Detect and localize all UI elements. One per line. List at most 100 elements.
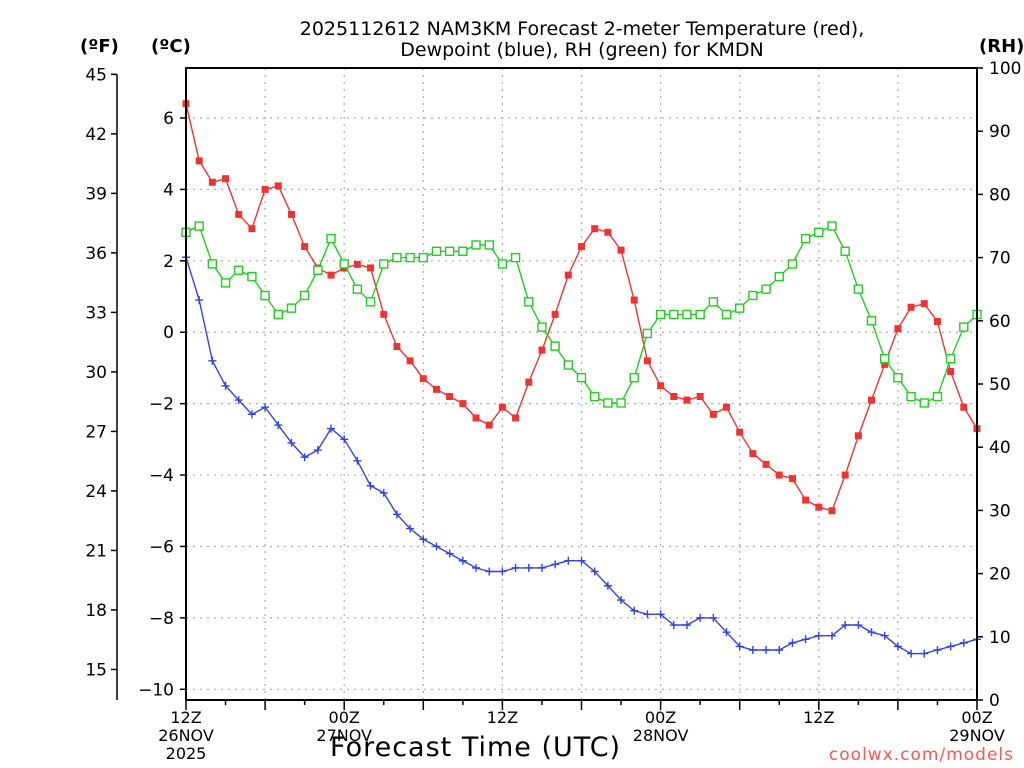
temperature-point — [274, 182, 282, 190]
dewpoint-point — [590, 567, 599, 576]
dewpoint-point — [643, 610, 652, 619]
rh-point — [537, 322, 547, 332]
dewpoint-point — [419, 535, 428, 544]
rh-point — [774, 271, 784, 282]
temperature-point — [353, 260, 361, 268]
temperature-point — [485, 421, 493, 429]
x-tick-label: 00Z — [329, 708, 360, 727]
x-tick-label: 12Z — [803, 708, 834, 727]
rh-point — [339, 259, 349, 269]
temperature-point — [670, 392, 678, 400]
temperature-point — [933, 318, 941, 326]
rh-tick-label: 50 — [989, 375, 1011, 395]
dewpoint-point — [458, 556, 467, 565]
rh-point — [405, 252, 415, 263]
rh-point — [695, 309, 705, 320]
fahrenheit-tick-label: 21 — [85, 541, 107, 561]
x-tick-label: 2025 — [166, 744, 207, 763]
dewpoint-point — [379, 488, 388, 497]
dewpoint-point — [485, 567, 494, 576]
x-tick-label: 12Z — [170, 708, 201, 727]
dewpoint-point — [788, 638, 797, 647]
fahrenheit-unit-label: (ºF) — [80, 36, 119, 57]
rh-point — [682, 309, 692, 320]
temperature-point — [604, 228, 612, 236]
x-axis-title: Forecast Time (UTC) — [330, 732, 622, 763]
grid-layer — [186, 68, 977, 700]
temperature-point — [828, 507, 836, 515]
fahrenheit-tick-label: 27 — [85, 422, 107, 442]
fahrenheit-tick-label: 45 — [85, 65, 107, 85]
temperature-point — [406, 357, 414, 365]
rh-tick-label: 60 — [989, 312, 1011, 332]
temperature-point — [419, 375, 427, 383]
rh-point — [629, 372, 639, 383]
rh-point — [616, 398, 626, 408]
rh-point — [669, 309, 679, 320]
dewpoint-point — [946, 642, 955, 651]
source-credit[interactable]: coolwx.com/models — [828, 745, 1014, 765]
series-layer — [181, 100, 982, 658]
rh-point — [576, 372, 587, 383]
temperature-point — [235, 210, 243, 218]
celsius-unit-label: (ºC) — [151, 36, 191, 57]
rh-point — [880, 354, 890, 364]
rh-point — [299, 290, 310, 301]
dewpoint-point — [234, 396, 243, 405]
dewpoint-point — [300, 453, 309, 462]
rh-point — [379, 259, 389, 269]
dewpoint-point — [854, 621, 863, 630]
rh-point — [655, 309, 666, 320]
dewpoint-point — [564, 556, 573, 565]
rh-point — [800, 233, 811, 244]
rh-point — [471, 240, 481, 250]
temperature-point — [617, 246, 625, 254]
temperature-point — [696, 392, 704, 400]
x-tick-label: 27NOV — [316, 726, 372, 745]
dewpoint-point — [617, 596, 626, 605]
rh-point — [286, 303, 297, 313]
rh-point — [945, 354, 956, 364]
dewpoint-point — [208, 356, 217, 365]
dewpoint-point — [656, 610, 665, 619]
temperature-point — [538, 346, 546, 354]
dewpoint-point — [959, 638, 968, 647]
rh-point — [458, 246, 468, 256]
rh-point — [524, 297, 534, 307]
temperature-point — [261, 185, 269, 193]
rh-point — [748, 290, 758, 301]
temperature-point — [446, 392, 454, 400]
temperature-point — [512, 414, 520, 422]
dewpoint-point — [630, 606, 639, 615]
rh-point — [444, 246, 455, 256]
fahrenheit-tick-label: 36 — [85, 244, 107, 264]
x-tick-label: 29NOV — [949, 726, 1005, 745]
temperature-point — [208, 178, 216, 186]
dewpoint-point — [880, 631, 889, 640]
temperature-point — [960, 403, 968, 411]
temperature-point — [498, 403, 506, 411]
chart-title-line-2: Dewpoint (blue), RH (green) for KMDN — [400, 39, 764, 61]
temperature-point — [854, 432, 862, 440]
dewpoint-point — [748, 646, 757, 655]
fahrenheit-tick-label: 24 — [85, 482, 107, 502]
rh-point — [220, 278, 231, 288]
dewpoint-point — [221, 381, 230, 390]
temperature-point — [683, 396, 691, 404]
rh-tick-label: 0 — [989, 691, 1000, 711]
celsius-tick-label: 2 — [163, 252, 174, 272]
dewpoint-point — [709, 613, 718, 622]
rh-point — [708, 297, 719, 307]
temperature-point — [551, 310, 559, 318]
fahrenheit-tick-label: 42 — [85, 125, 107, 145]
temperature-point — [591, 225, 599, 233]
dewpoint-point — [353, 456, 362, 465]
celsius-tick-label: −4 — [149, 466, 174, 486]
rh-point — [642, 328, 653, 339]
dewpoint-point — [432, 542, 441, 551]
rh-point — [827, 221, 837, 231]
dewpoint-point — [472, 563, 481, 572]
rh-point — [247, 271, 257, 282]
dewpoint-point — [524, 563, 533, 572]
dewpoint-point — [327, 424, 336, 433]
